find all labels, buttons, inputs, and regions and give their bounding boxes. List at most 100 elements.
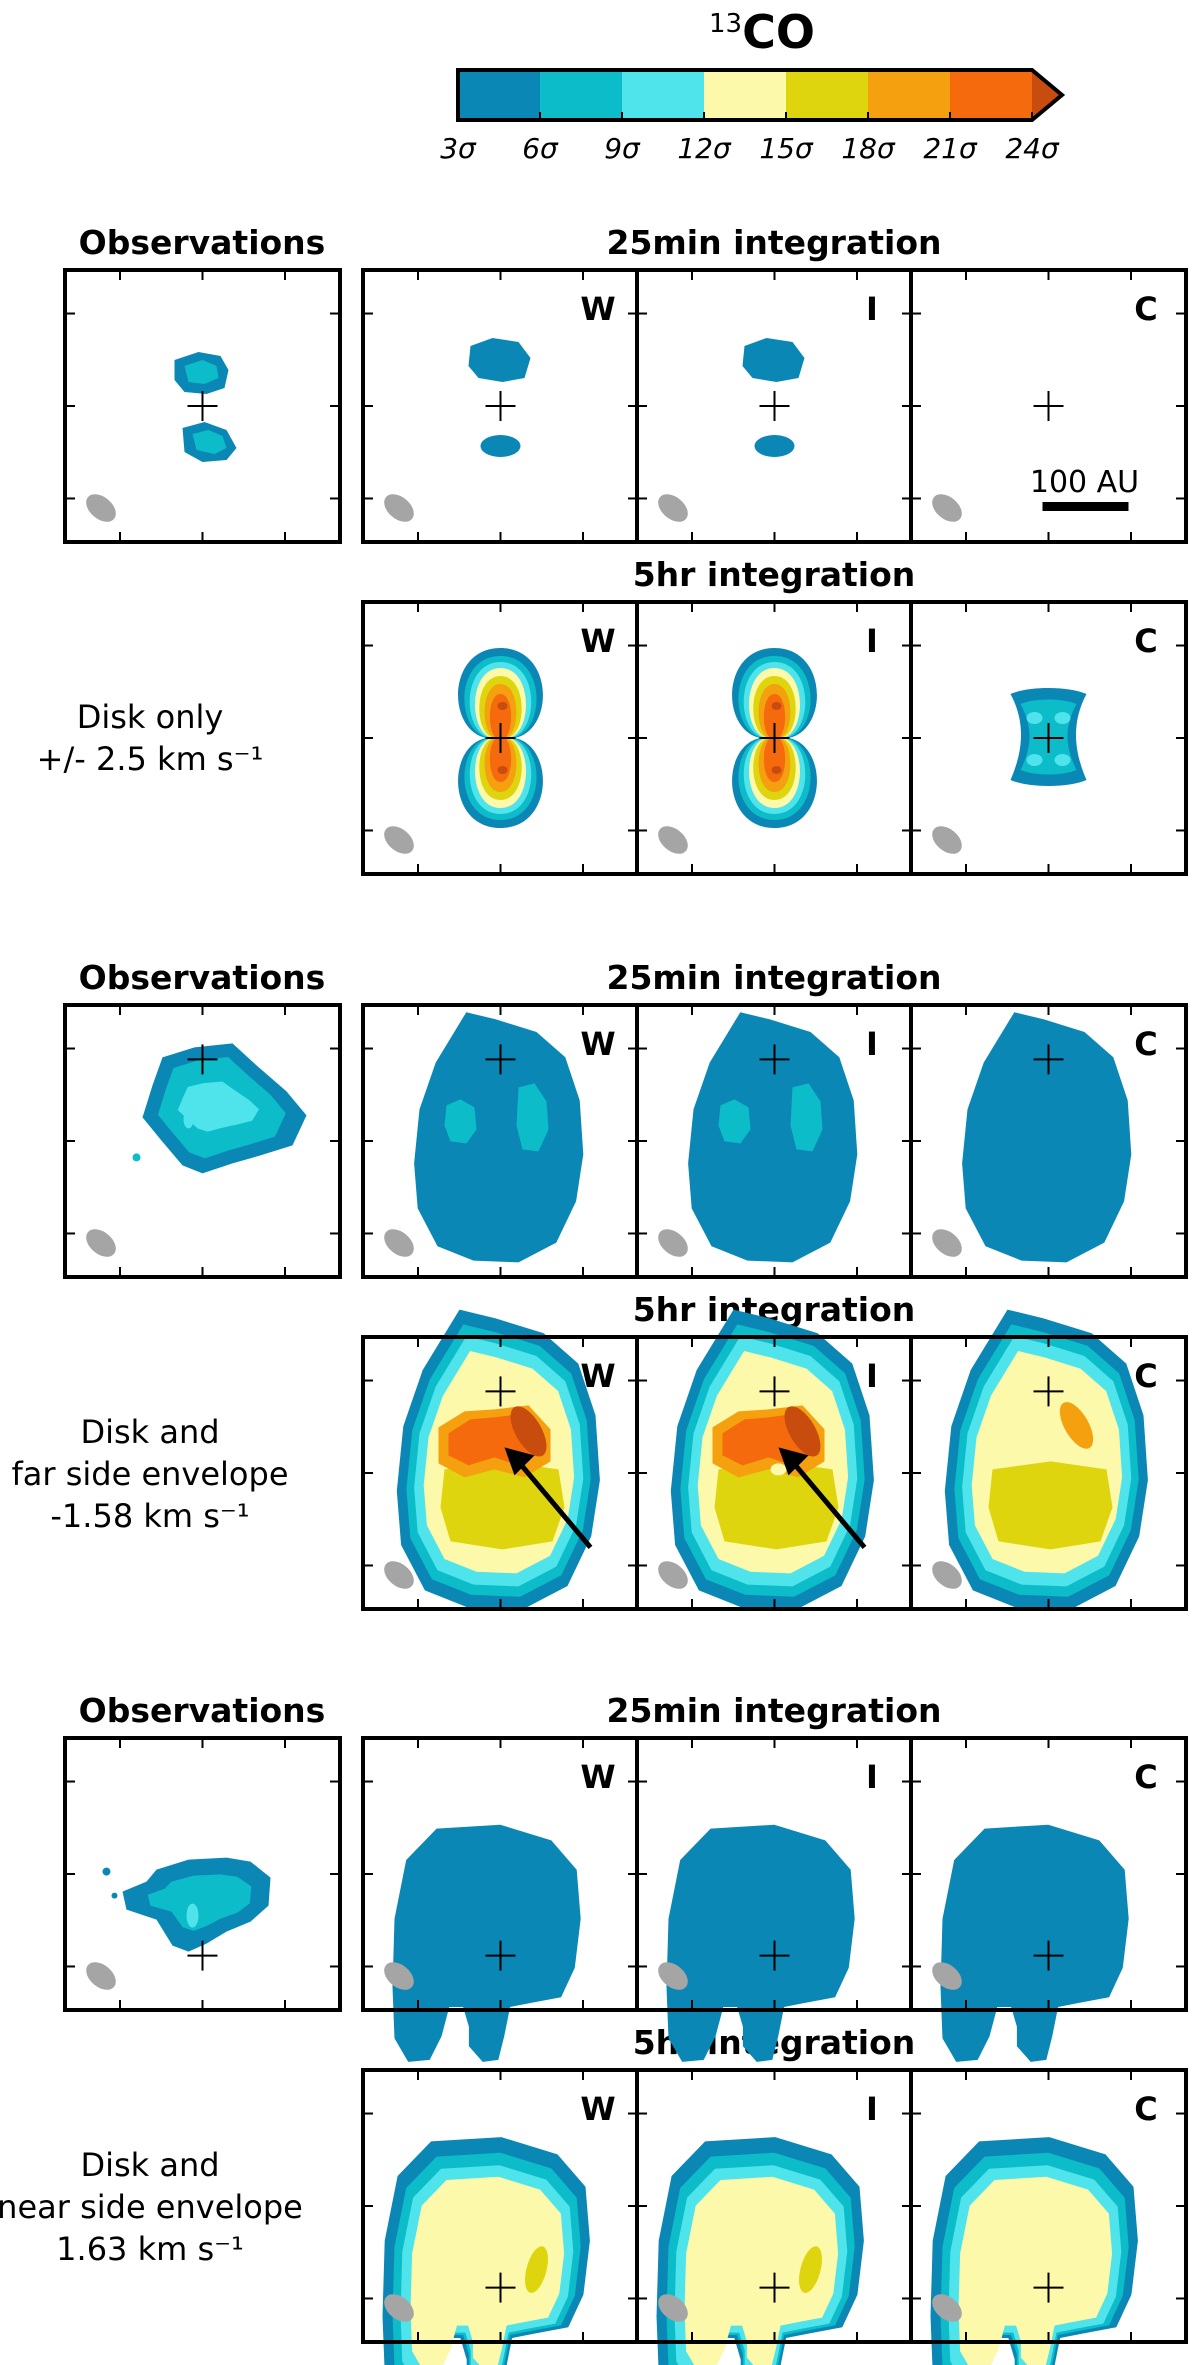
long-integration-panel: W bbox=[361, 600, 640, 876]
arrow-shaft bbox=[514, 1457, 593, 1550]
beam-ellipse bbox=[658, 2294, 688, 2322]
panel-frame bbox=[909, 600, 1188, 876]
long-integration-title: 5hr integration bbox=[633, 555, 916, 594]
panel-letter: C bbox=[1134, 2090, 1157, 2128]
contour-level bbox=[799, 2246, 822, 2293]
colorbar-segment bbox=[540, 70, 622, 120]
panel-letter: I bbox=[866, 1357, 878, 1395]
beam-ellipse bbox=[932, 1561, 962, 1589]
contour-level bbox=[183, 1110, 194, 1129]
side-label-line: -1.58 km s⁻¹ bbox=[50, 1497, 249, 1535]
beam-ellipse bbox=[86, 1229, 116, 1257]
beam-ellipse bbox=[932, 1229, 962, 1257]
contour-level bbox=[790, 1083, 823, 1152]
colorbar-extend-arrow bbox=[1032, 70, 1062, 120]
panel-letter: W bbox=[580, 1357, 615, 1395]
contour-level bbox=[111, 1892, 118, 1899]
contour-level bbox=[410, 2176, 565, 2365]
title-superscript: 13 bbox=[709, 9, 742, 39]
contour-level bbox=[132, 1153, 141, 1162]
contour-level bbox=[525, 2246, 548, 2293]
contour-map bbox=[962, 1012, 1132, 1263]
contour-level bbox=[1054, 712, 1071, 724]
panel-letter: C bbox=[1134, 1758, 1157, 1796]
beam-ellipse bbox=[658, 494, 688, 522]
short-integration-title: 25min integration bbox=[607, 958, 942, 997]
long-integration-panel: W bbox=[361, 2068, 640, 2365]
contour-level bbox=[784, 1406, 821, 1457]
side-label-line: Disk and bbox=[80, 2146, 219, 2184]
contour-level bbox=[958, 2176, 1113, 2365]
colorbar-tick-label: 6σ bbox=[522, 132, 559, 165]
beam-ellipse bbox=[384, 494, 414, 522]
contour-level bbox=[480, 435, 521, 457]
contour-level bbox=[688, 1012, 858, 1263]
long-integration-panel: W bbox=[361, 1309, 640, 1611]
long-integration-panel: I bbox=[635, 1309, 914, 1611]
colorbar: 3σ 6σ 9σ 12σ 15σ 18σ 21σ 24σ bbox=[440, 68, 1066, 165]
contour-level bbox=[771, 766, 782, 774]
beam-ellipse bbox=[932, 494, 962, 522]
contour-map bbox=[382, 2137, 590, 2365]
beam-ellipse bbox=[86, 494, 116, 522]
long-integration-panel: I bbox=[635, 600, 914, 876]
contour-map bbox=[940, 1824, 1129, 2062]
beam-ellipse bbox=[384, 1561, 414, 1589]
beam-ellipse bbox=[658, 1561, 688, 1589]
contour-map bbox=[656, 2137, 864, 2365]
contour-map bbox=[414, 1012, 584, 1263]
contour-level bbox=[440, 1461, 565, 1550]
contour-map bbox=[102, 1857, 271, 1952]
panel-frame bbox=[909, 2068, 1188, 2344]
panel-letter: W bbox=[580, 1025, 615, 1063]
contour-level bbox=[666, 1824, 855, 2062]
contour-level bbox=[1026, 712, 1043, 724]
scalebar-label: 100 AU bbox=[1030, 465, 1139, 500]
colorbar-tick-label: 21σ bbox=[923, 132, 978, 165]
arrow-shaft bbox=[788, 1457, 867, 1550]
beam-ellipse bbox=[384, 1229, 414, 1257]
colorbar-title: 13CO bbox=[709, 5, 815, 59]
title-main: CO bbox=[742, 5, 815, 59]
short-integration-title: 25min integration bbox=[607, 223, 942, 262]
panel-frame bbox=[63, 1736, 342, 2012]
contour-level bbox=[497, 766, 508, 774]
contour-level bbox=[684, 2176, 839, 2365]
contour-map bbox=[944, 1309, 1148, 1610]
side-label-line: far side envelope bbox=[12, 1455, 289, 1493]
contour-map bbox=[930, 2137, 1138, 2365]
panel-frame bbox=[909, 1003, 1188, 1279]
panel-letter: I bbox=[866, 290, 878, 328]
contour-map bbox=[670, 1309, 874, 1610]
beam-ellipse bbox=[384, 2294, 414, 2322]
contour-level bbox=[770, 1463, 787, 1476]
beam-ellipse bbox=[658, 1229, 688, 1257]
panel-letter: I bbox=[866, 622, 878, 660]
colorbar-tick-label: 18σ bbox=[841, 132, 896, 165]
colorbar-tick-label: 15σ bbox=[759, 132, 814, 165]
contour-level bbox=[516, 1083, 549, 1152]
contour-map bbox=[396, 1309, 600, 1610]
short-integration-panel: C bbox=[909, 1736, 1188, 2062]
colorbar-segment bbox=[868, 70, 950, 120]
side-label-line: 1.63 km s⁻¹ bbox=[56, 2230, 244, 2268]
contour-level bbox=[1054, 754, 1071, 766]
contour-map bbox=[468, 338, 531, 457]
panel-letter: W bbox=[580, 1758, 615, 1796]
arrow-head bbox=[504, 1447, 535, 1476]
colorbar-frame bbox=[456, 68, 1066, 122]
long-integration-panel: C bbox=[909, 1309, 1188, 1611]
colorbar-segment bbox=[458, 70, 540, 120]
contour-level bbox=[192, 430, 227, 454]
panel-grid: Observations 25min integration 5hr integra… bbox=[0, 223, 1188, 2365]
contour-level bbox=[754, 435, 795, 457]
observations-title: Observations bbox=[79, 223, 326, 262]
contour-level bbox=[962, 1012, 1132, 1263]
short-integration-panel: W bbox=[361, 268, 640, 544]
contour-level bbox=[497, 702, 508, 710]
short-integration-title: 25min integration bbox=[607, 1691, 942, 1730]
panel-letter: C bbox=[1134, 622, 1157, 660]
beam-ellipse bbox=[384, 1962, 414, 1990]
